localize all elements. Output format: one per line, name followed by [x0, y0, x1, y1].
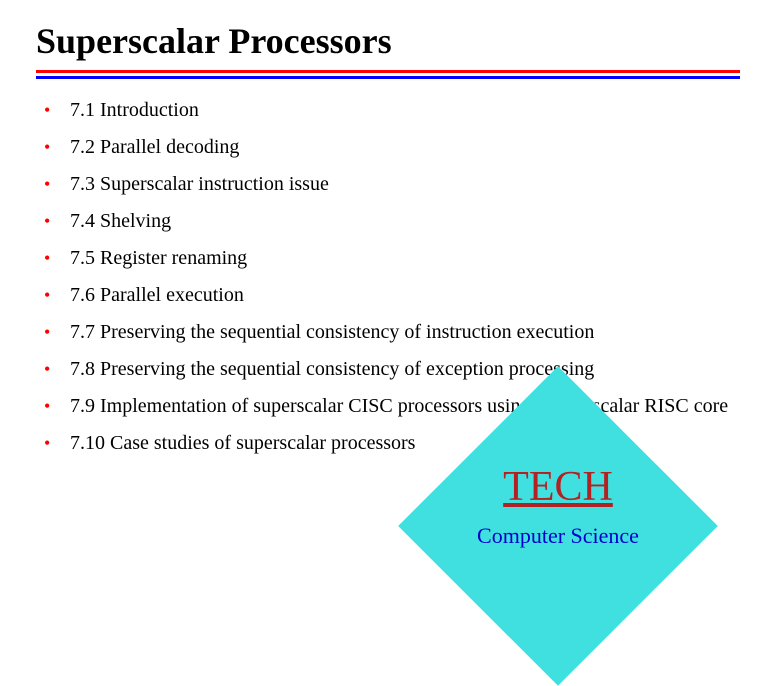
- bullet-text: 7.1 Introduction: [70, 97, 730, 123]
- bullet-icon: •: [44, 284, 56, 307]
- list-item: • 7.4 Shelving: [44, 208, 730, 234]
- bullet-list: • 7.1 Introduction • 7.2 Parallel decodi…: [0, 79, 768, 456]
- list-item: • 7.6 Parallel execution: [44, 282, 730, 308]
- bullet-icon: •: [44, 99, 56, 122]
- bullet-icon: •: [44, 395, 56, 418]
- list-item: • 7.10 Case studies of superscalar proce…: [44, 430, 730, 456]
- title-divider: [36, 70, 740, 79]
- bullet-text: 7.4 Shelving: [70, 208, 730, 234]
- bullet-text: 7.2 Parallel decoding: [70, 134, 730, 160]
- bullet-text: 7.5 Register renaming: [70, 245, 730, 271]
- list-item: • 7.5 Register renaming: [44, 245, 730, 271]
- list-item: • 7.9 Implementation of superscalar CISC…: [44, 393, 730, 419]
- bullet-text: 7.6 Parallel execution: [70, 282, 730, 308]
- bullet-icon: •: [44, 321, 56, 344]
- bullet-icon: •: [44, 173, 56, 196]
- list-item: • 7.2 Parallel decoding: [44, 134, 730, 160]
- list-item: • 7.3 Superscalar instruction issue: [44, 171, 730, 197]
- bullet-icon: •: [44, 210, 56, 233]
- bullet-icon: •: [44, 432, 56, 455]
- list-item: • 7.8 Preserving the sequential consiste…: [44, 356, 730, 382]
- bullet-icon: •: [44, 136, 56, 159]
- list-item: • 7.1 Introduction: [44, 97, 730, 123]
- bullet-text: 7.3 Superscalar instruction issue: [70, 171, 730, 197]
- slide-title: Superscalar Processors: [0, 0, 768, 70]
- tech-label: TECH: [503, 463, 613, 511]
- bullet-text: 7.7 Preserving the sequential consistenc…: [70, 319, 730, 345]
- bullet-text: 7.10 Case studies of superscalar process…: [70, 430, 730, 456]
- bullet-text: 7.8 Preserving the sequential consistenc…: [70, 356, 730, 382]
- bullet-icon: •: [44, 358, 56, 381]
- bullet-text: 7.9 Implementation of superscalar CISC p…: [70, 393, 730, 419]
- list-item: • 7.7 Preserving the sequential consiste…: [44, 319, 730, 345]
- bullet-icon: •: [44, 247, 56, 270]
- cs-label: Computer Science: [477, 523, 639, 549]
